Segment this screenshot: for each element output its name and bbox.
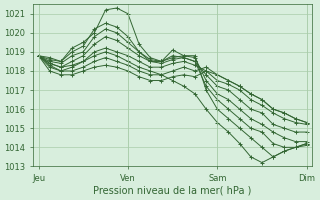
X-axis label: Pression niveau de la mer( hPa ): Pression niveau de la mer( hPa ) <box>93 186 252 196</box>
